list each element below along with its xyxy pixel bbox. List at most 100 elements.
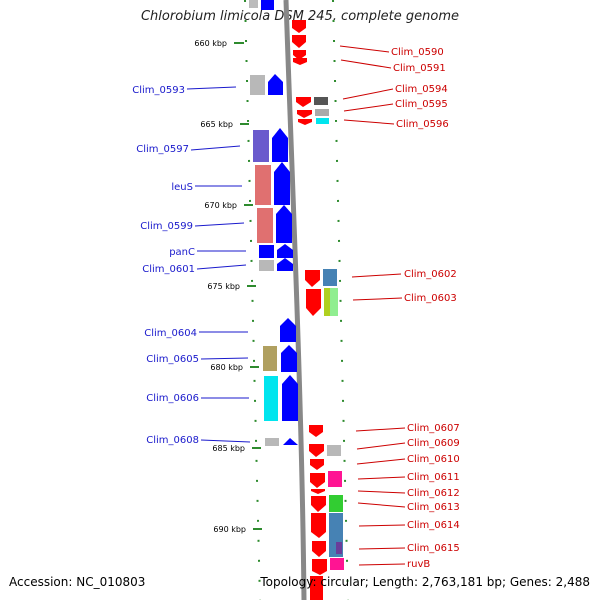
gene-arrow-forward[interactable]: [268, 74, 283, 95]
scale-tick: 660 kbp: [194, 39, 244, 48]
svg-text:Clim_0593: Clim_0593: [132, 85, 185, 96]
gene-label-clim-0591[interactable]: Clim_0591: [340, 59, 446, 74]
genome-title: Chlorobium limicola DSM 245, complete ge…: [140, 9, 460, 24]
scale-tick: 685 kbp: [212, 444, 261, 453]
gene-color-box: [316, 118, 329, 124]
gene-color-box: [259, 260, 274, 271]
gene-arrow-forward[interactable]: [272, 128, 288, 162]
gene-label-clim-0590[interactable]: Clim_0590: [339, 45, 444, 58]
gene-arrow-forward[interactable]: [281, 345, 297, 372]
gene-color-box: [324, 288, 330, 316]
scale-tick: 675 kbp: [207, 282, 256, 291]
svg-text:Clim_0596: Clim_0596: [396, 119, 449, 130]
gene-arrow-reverse[interactable]: [305, 270, 320, 287]
gene-arrow-forward[interactable]: [282, 375, 298, 421]
svg-text:Clim_0614: Clim_0614: [407, 520, 460, 531]
gene-arrow-forward[interactable]: [276, 205, 292, 243]
forward-strand-features: [249, 0, 298, 446]
gene-label-clim-0602[interactable]: Clim_0602: [351, 269, 457, 280]
gene-arrow-reverse[interactable]: [310, 459, 324, 470]
gene-arrow-reverse[interactable]: [293, 50, 306, 60]
gene-label-clim-0594[interactable]: Clim_0594: [342, 84, 448, 100]
gene-label-clim-0612[interactable]: Clim_0612: [357, 488, 460, 499]
gene-label-clim-0597[interactable]: Clim_0597: [136, 144, 241, 155]
gene-arrow-reverse[interactable]: [306, 289, 321, 316]
gene-label-clim-0607[interactable]: Clim_0607: [355, 423, 460, 434]
gene-arrow-forward[interactable]: [283, 438, 298, 445]
scale-tick-label: 675 kbp: [207, 282, 240, 291]
scale-tick-label: 685 kbp: [212, 444, 245, 453]
gene-arrow-reverse[interactable]: [310, 473, 325, 488]
gene-arrow-reverse[interactable]: [292, 35, 306, 48]
svg-text:Clim_0608: Clim_0608: [146, 435, 199, 446]
gene-label-clim-0601[interactable]: Clim_0601: [142, 264, 247, 275]
svg-text:panC: panC: [169, 247, 195, 258]
svg-text:leuS: leuS: [171, 182, 193, 193]
svg-text:Clim_0611: Clim_0611: [407, 472, 460, 483]
svg-text:Clim_0603: Clim_0603: [404, 293, 457, 304]
gene-label-clim-0611[interactable]: Clim_0611: [357, 472, 460, 483]
svg-text:Clim_0615: Clim_0615: [407, 543, 460, 554]
gene-color-box: [263, 346, 277, 371]
gene-label-clim-0595[interactable]: Clim_0595: [343, 99, 448, 112]
gene-label-ruvb[interactable]: ruvB: [358, 559, 430, 570]
gene-arrow-reverse[interactable]: [296, 97, 311, 107]
svg-text:Clim_0606: Clim_0606: [146, 393, 199, 404]
gene-arrow-reverse[interactable]: [310, 576, 323, 600]
svg-text:Clim_0595: Clim_0595: [395, 99, 448, 110]
gene-arrow-reverse[interactable]: [309, 425, 323, 437]
gene-arrow-reverse[interactable]: [311, 489, 325, 494]
gene-color-box: [315, 109, 329, 116]
gene-label-panc[interactable]: panC: [169, 247, 246, 258]
tick-track-right: [332, 0, 349, 600]
scale-tick: 680 kbp: [210, 363, 259, 372]
gene-color-box: [253, 130, 269, 162]
gene-arrow-reverse[interactable]: [293, 58, 307, 65]
gene-arrow-reverse[interactable]: [292, 20, 306, 33]
gene-label-clim-0599[interactable]: Clim_0599: [140, 221, 245, 232]
gene-label-leus[interactable]: leuS: [171, 182, 242, 193]
scale-tick-label: 660 kbp: [194, 39, 227, 48]
gene-arrow-reverse[interactable]: [311, 496, 326, 512]
scale-tick: 665 kbp: [200, 120, 249, 129]
gene-color-box: [250, 75, 265, 95]
gene-label-clim-0596[interactable]: Clim_0596: [343, 119, 449, 130]
gene-arrow-forward[interactable]: [277, 244, 293, 258]
gene-arrow-reverse[interactable]: [309, 444, 324, 457]
gene-arrow-reverse[interactable]: [298, 119, 312, 125]
gene-color-box: [323, 269, 337, 286]
scale-tick: 670 kbp: [204, 201, 253, 210]
scale-tick-label: 680 kbp: [210, 363, 243, 372]
svg-text:Clim_0591: Clim_0591: [393, 63, 446, 74]
gene-arrow-reverse[interactable]: [311, 513, 326, 538]
gene-arrow-reverse[interactable]: [312, 541, 326, 557]
gene-label-clim-0608[interactable]: Clim_0608: [146, 435, 251, 446]
gene-label-clim-0605[interactable]: Clim_0605: [146, 354, 249, 365]
gene-arrow-reverse[interactable]: [297, 110, 312, 118]
gene-label-clim-0606[interactable]: Clim_0606: [146, 393, 249, 404]
gene-arrow-forward[interactable]: [274, 162, 290, 205]
gene-label-clim-0603[interactable]: Clim_0603: [352, 293, 457, 304]
gene-label-clim-0610[interactable]: Clim_0610: [356, 454, 460, 465]
scale-tick: 690 kbp: [213, 525, 262, 534]
gene-label-clim-0614[interactable]: Clim_0614: [358, 520, 460, 531]
right-gene-labels: Clim_0590 Clim_0591 Clim_0594 Clim_0595 …: [339, 45, 460, 570]
svg-text:Clim_0590: Clim_0590: [391, 47, 444, 58]
gene-label-clim-0615[interactable]: Clim_0615: [358, 543, 460, 554]
gene-arrow-reverse[interactable]: [312, 559, 327, 575]
gene-color-box: [265, 438, 279, 446]
gene-label-clim-0613[interactable]: Clim_0613: [357, 502, 460, 513]
accession-label: Accession: NC_010803: [9, 575, 146, 589]
gene-label-clim-0604[interactable]: Clim_0604: [144, 328, 248, 339]
gene-label-clim-0593[interactable]: Clim_0593: [132, 85, 237, 96]
svg-text:Clim_0597: Clim_0597: [136, 144, 189, 155]
gene-label-clim-0609[interactable]: Clim_0609: [356, 438, 460, 450]
gene-arrow-forward[interactable]: [280, 318, 296, 342]
svg-text:Clim_0599: Clim_0599: [140, 221, 193, 232]
svg-text:Clim_0605: Clim_0605: [146, 354, 199, 365]
gene-arrow-forward[interactable]: [277, 258, 293, 271]
gene-arrow-forward[interactable]: [261, 0, 274, 10]
svg-text:Clim_0610: Clim_0610: [407, 454, 460, 465]
